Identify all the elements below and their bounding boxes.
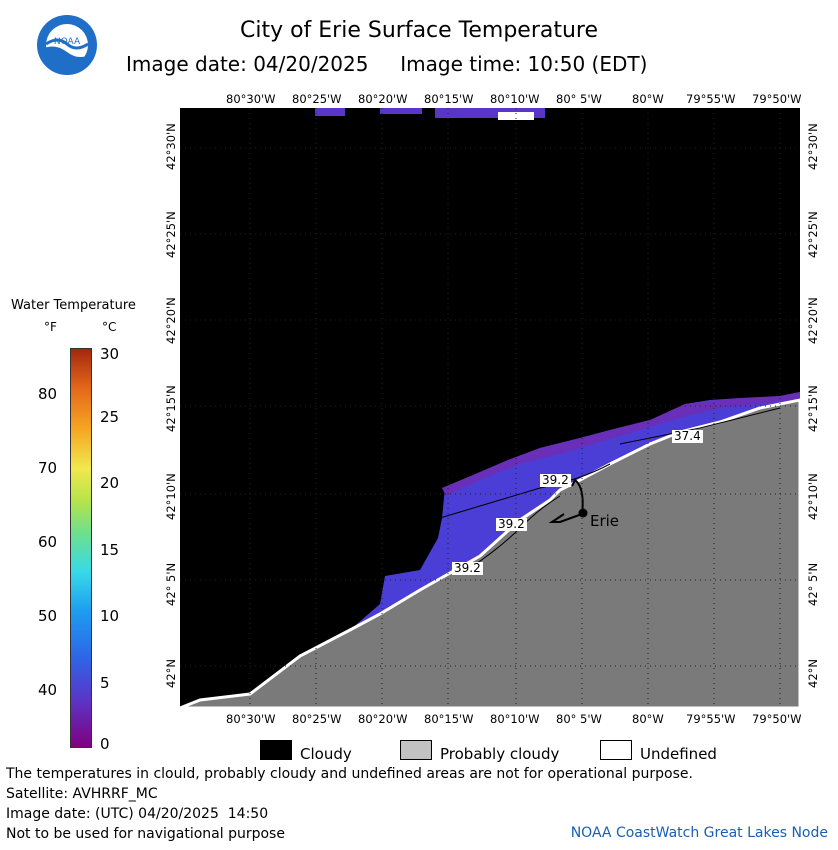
water-cold-edge <box>442 392 800 496</box>
lat-tick-left: 42°25'N <box>164 211 178 258</box>
water-strip <box>380 108 422 114</box>
lon-tick-bottom: 80°W <box>632 712 664 726</box>
lon-tick-top: 79°55'W <box>686 92 736 106</box>
contour-label: 37.4 <box>672 429 703 443</box>
lon-tick-top: 80°W <box>632 92 664 106</box>
utc-date-label: Image date: (UTC) 04/20/2025 14:50 <box>6 806 269 822</box>
f-tick: 70 <box>38 459 58 477</box>
legend-title: Water Temperature <box>11 298 136 313</box>
legend-c-unit: °C <box>102 320 117 334</box>
navigation-disclaimer: Not to be used for navigational purpose <box>6 826 285 842</box>
lon-tick-top: 79°50'W <box>752 92 802 106</box>
lat-tick-left: 42° 5'N <box>164 562 178 606</box>
contour-line <box>619 407 781 445</box>
lon-tick-bottom: 80°25'W <box>292 712 342 726</box>
lon-tick-bottom: 80°30'W <box>226 712 276 726</box>
f-tick: 80 <box>38 385 58 403</box>
lat-tick-right: 42°20'N <box>806 297 820 344</box>
lat-tick-right: 42°30'N <box>806 123 820 170</box>
page-title: City of Erie Surface Temperature <box>239 18 599 43</box>
c-tick: 5 <box>100 674 110 692</box>
lat-tick-left: 42°20'N <box>164 297 178 344</box>
undefined-swatch <box>600 740 632 760</box>
cloudy-swatch <box>260 740 292 760</box>
cloudy-label: Cloudy <box>300 745 352 763</box>
c-tick: 20 <box>100 474 120 492</box>
lat-tick-left: 42°N <box>164 659 178 688</box>
lat-tick-left: 42°10'N <box>164 473 178 520</box>
lon-tick-top: 80°30'W <box>226 92 276 106</box>
temperature-map: 37.4 39.2 39.2 39.2 Erie <box>180 108 800 708</box>
logo-text: NOAA <box>54 37 81 47</box>
f-tick: 40 <box>38 681 58 699</box>
erie-city-marker <box>578 508 588 518</box>
contour-label: 39.2 <box>496 517 527 531</box>
lon-tick-top: 80° 5'W <box>556 92 602 106</box>
c-tick: 25 <box>100 408 120 426</box>
peninsula <box>548 478 584 523</box>
water-strip <box>435 108 545 118</box>
lon-tick-bottom: 79°50'W <box>752 712 802 726</box>
f-tick: 60 <box>38 533 58 551</box>
lon-tick-bottom: 80°10'W <box>490 712 540 726</box>
lat-tick-left: 42°30'N <box>164 123 178 170</box>
graticule <box>180 108 800 708</box>
credit-link[interactable]: NOAA CoastWatch Great Lakes Node <box>570 825 828 841</box>
lon-tick-bottom: 80°20'W <box>358 712 408 726</box>
satellite-label: Satellite: AVHRRF_MC <box>6 786 158 802</box>
water-strip <box>315 108 345 116</box>
city-label: Erie <box>590 512 620 530</box>
lon-tick-top: 80°10'W <box>490 92 540 106</box>
noaa-logo: NOAA <box>36 14 98 76</box>
lat-tick-right: 42°15'N <box>806 385 820 432</box>
legend-f-unit: °F <box>44 320 57 334</box>
c-tick: 0 <box>100 735 110 753</box>
undefined-label: Undefined <box>640 745 717 763</box>
probably-cloudy-swatch <box>400 740 432 760</box>
undefined-area <box>498 112 534 120</box>
c-tick: 30 <box>100 345 120 363</box>
image-time: Image time: 10:50 (EDT) <box>400 52 648 76</box>
contour-label: 39.2 <box>540 473 571 487</box>
lon-tick-bottom: 80°15'W <box>424 712 474 726</box>
contour-label: 39.2 <box>452 561 483 575</box>
lat-tick-left: 42°15'N <box>164 385 178 432</box>
lat-tick-right: 42°25'N <box>806 211 820 258</box>
probably-cloudy-label: Probably cloudy <box>440 745 560 763</box>
image-date-time: Image date: 04/20/2025 Image time: 10:50… <box>126 52 647 76</box>
lon-tick-bottom: 80° 5'W <box>556 712 602 726</box>
lat-tick-right: 42°N <box>806 659 820 688</box>
c-tick: 10 <box>100 607 120 625</box>
image-date: Image date: 04/20/2025 <box>126 52 369 76</box>
temperature-colorbar <box>70 348 92 748</box>
c-tick: 15 <box>100 541 120 559</box>
lon-tick-top: 80°25'W <box>292 92 342 106</box>
f-tick: 50 <box>38 607 58 625</box>
lon-tick-bottom: 79°55'W <box>686 712 736 726</box>
disclaimer-note: The temperatures in clould, probably clo… <box>6 766 693 782</box>
lon-tick-top: 80°20'W <box>358 92 408 106</box>
lon-tick-top: 80°15'W <box>424 92 474 106</box>
lat-tick-right: 42° 5'N <box>806 562 820 606</box>
contour-line <box>439 463 611 519</box>
lat-tick-right: 42°10'N <box>806 473 820 520</box>
